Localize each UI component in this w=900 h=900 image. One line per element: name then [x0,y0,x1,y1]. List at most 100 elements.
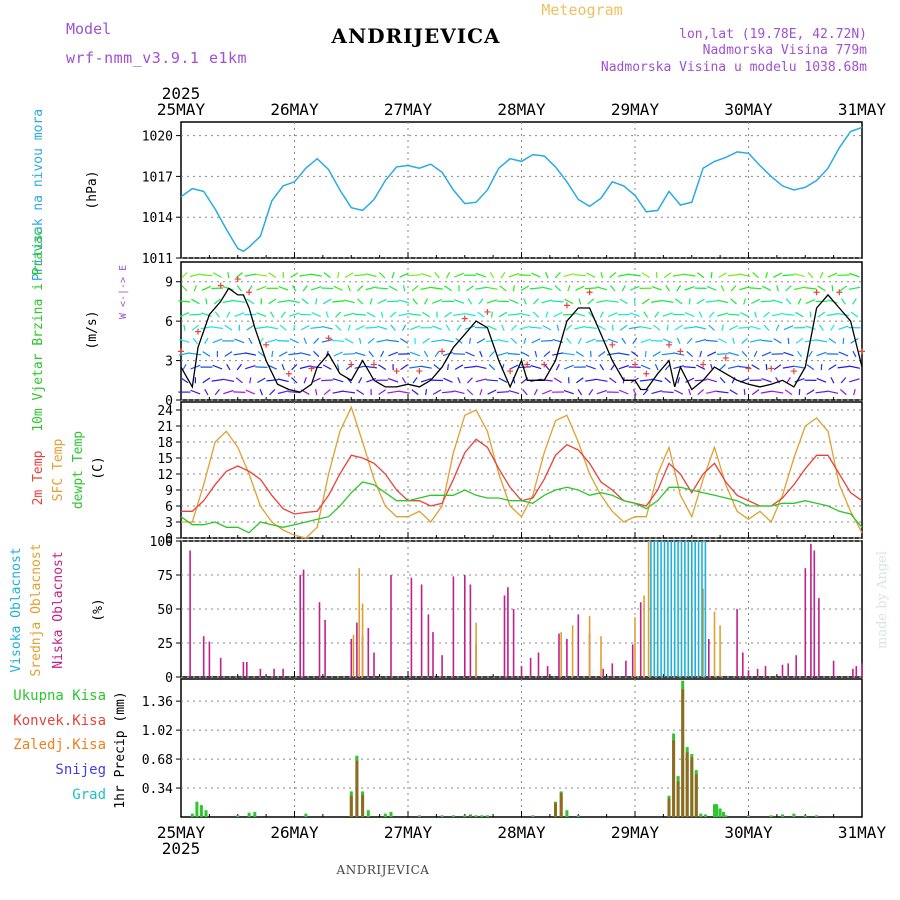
precip-bar [681,689,685,817]
wind-barb [826,390,839,394]
wind-barb [518,274,531,276]
pressure-ylabel: Pritisak na nivou mora [31,109,46,281]
wind-barb [422,311,431,318]
gust-marker [632,361,638,368]
wind-barb [607,338,618,344]
wind-barb [839,285,848,292]
wind-barb [576,377,584,384]
wind-barb [323,389,331,396]
gust-marker [643,370,650,377]
gust-marker [285,370,292,377]
wind-barb [696,298,705,305]
wind-barb [387,300,400,303]
low-cloud-ylabel: Niska Oblacnost [51,551,66,668]
precip-bar [724,815,728,817]
wind-barb [762,285,772,291]
wind-barb [277,300,290,303]
wind-barb [784,389,793,396]
y-tick-label: 21 [157,420,173,435]
wind-barb [354,313,367,316]
wind-barb [826,313,839,317]
top-day-label: 27MAY [384,100,433,119]
wind-barb [595,378,608,382]
wind-barb [541,286,553,291]
wind-barb [310,286,322,291]
wind-barb [827,272,838,278]
wind-barb [277,340,290,342]
wind-barb [269,388,276,396]
wind-barb [673,352,685,356]
wind-barb [837,313,850,317]
wind-barb [280,311,286,318]
wind-barb [401,377,407,384]
bottom-day-label: 26MAY [270,823,319,842]
wind-barb [553,311,563,318]
wind-barb [596,299,608,304]
wind-barb [299,273,312,277]
wind-barb [763,311,770,318]
wind-barb [412,298,418,305]
wind-barb [806,389,815,395]
precip-bar [199,805,203,817]
wind-barb [245,365,256,370]
y-tick-label: 1.02 [142,724,173,739]
wind-barb [618,273,630,277]
wind-barb [541,299,553,304]
wind-barb [661,391,674,394]
series-line-10m-vjetar-brzina-i-pravac [180,287,863,393]
bottom-day-label: 27MAY [384,823,433,842]
wind-barb [676,285,682,292]
wind-barb [518,366,531,369]
wind-barb [519,325,531,330]
wind-barb [531,338,541,344]
wind-barb [633,298,636,305]
precip-bar [713,804,716,817]
wind-barb [497,339,509,343]
wind-barb [816,377,827,383]
wind-barb [795,311,804,318]
wind-barb [192,337,198,345]
series-line-dewpt-temp [180,481,863,534]
legend-snow: Snijeg [55,762,106,778]
y-tick-label: 1.36 [142,695,173,710]
wind-barb [578,298,582,305]
wind-barb [447,364,449,371]
y-tick-label: 1011 [142,252,173,267]
wind-barb [852,298,857,305]
wind-barb [409,365,421,369]
wind-barb [532,311,540,318]
wind-barb [497,352,509,356]
wind-barb [456,324,462,331]
precip-bar [699,813,703,817]
wind-barb [743,389,746,396]
wind-barb [750,325,761,330]
gust-marker [217,282,224,289]
wind-barb [183,324,186,331]
wind-barb [255,326,268,330]
wind-barb [420,365,432,369]
wind-barb [420,378,432,383]
wind-barb [732,337,735,344]
wind-barb [654,311,660,318]
wind-barb [684,312,695,318]
wind-barb [344,338,354,344]
wind-barb [804,287,817,290]
precip-bar [485,815,489,817]
wind-barb [628,326,641,330]
wind-barb [586,272,596,278]
wind-barb [618,364,629,370]
series-line-pritisak-na-nivou-mora [180,126,863,253]
year-label-top: 2025 [162,84,201,103]
wind-barb [551,300,564,303]
page-title: ANDRIJEVICA [330,24,500,48]
wind-barb [244,352,257,356]
wind-barb [248,337,253,345]
wind-barb [619,324,628,331]
wind-barb [233,391,246,393]
wind-barb [332,390,344,394]
gust-marker [507,368,514,375]
wind-barb [529,287,542,290]
precip-bar [531,815,535,817]
precip-bar [803,815,807,817]
